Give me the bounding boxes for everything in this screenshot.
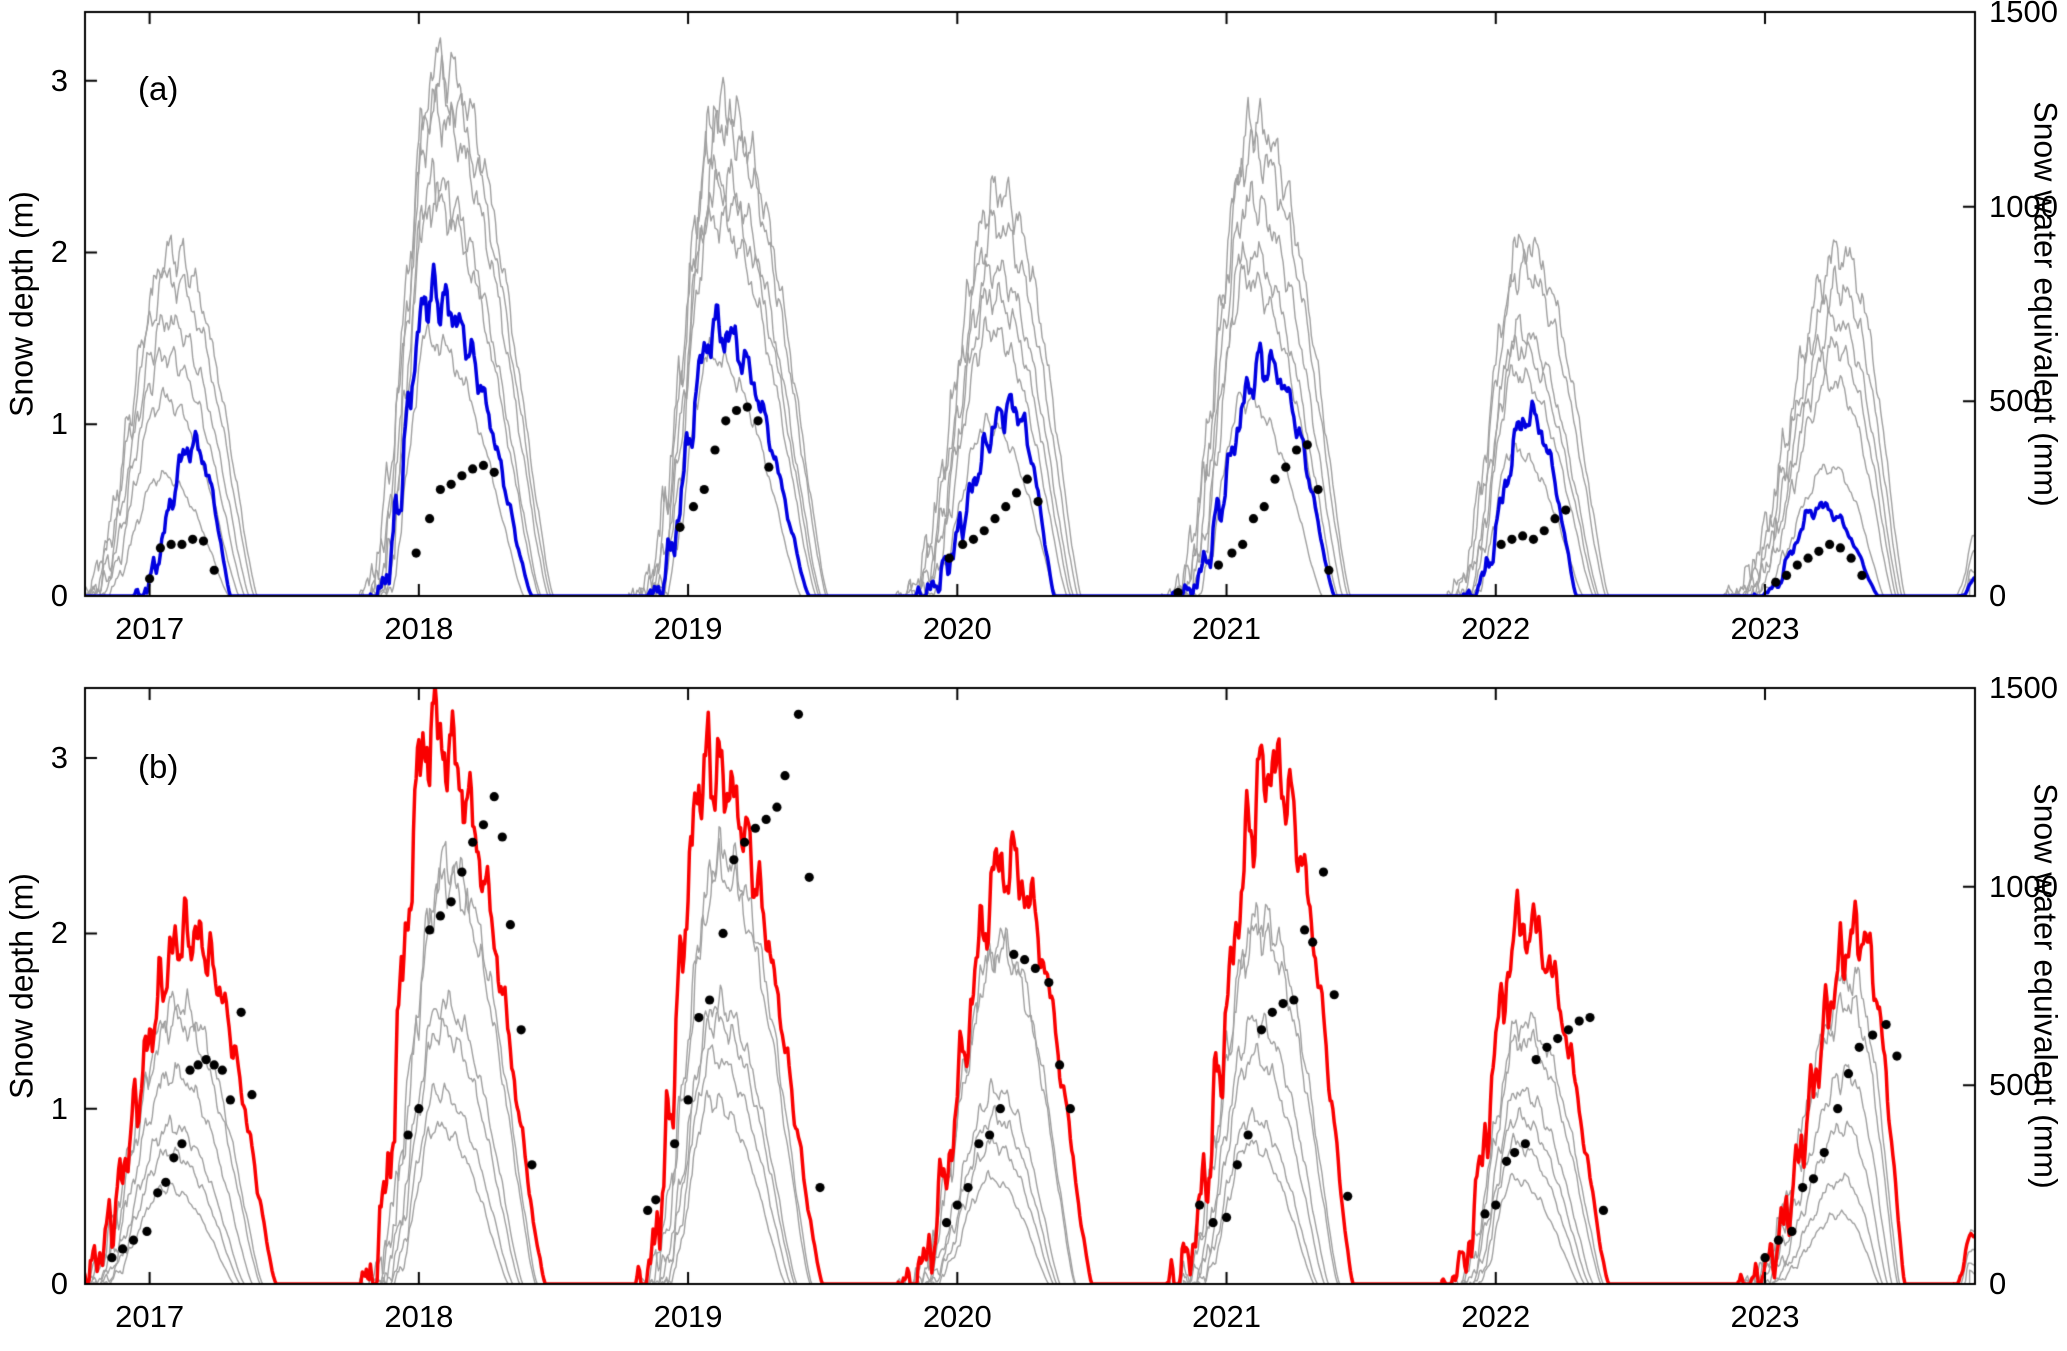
snow-depth-figure: Snow depth (m) Snow water equivalent (mm… (0, 0, 2067, 1351)
chart-canvas (0, 0, 2067, 1351)
